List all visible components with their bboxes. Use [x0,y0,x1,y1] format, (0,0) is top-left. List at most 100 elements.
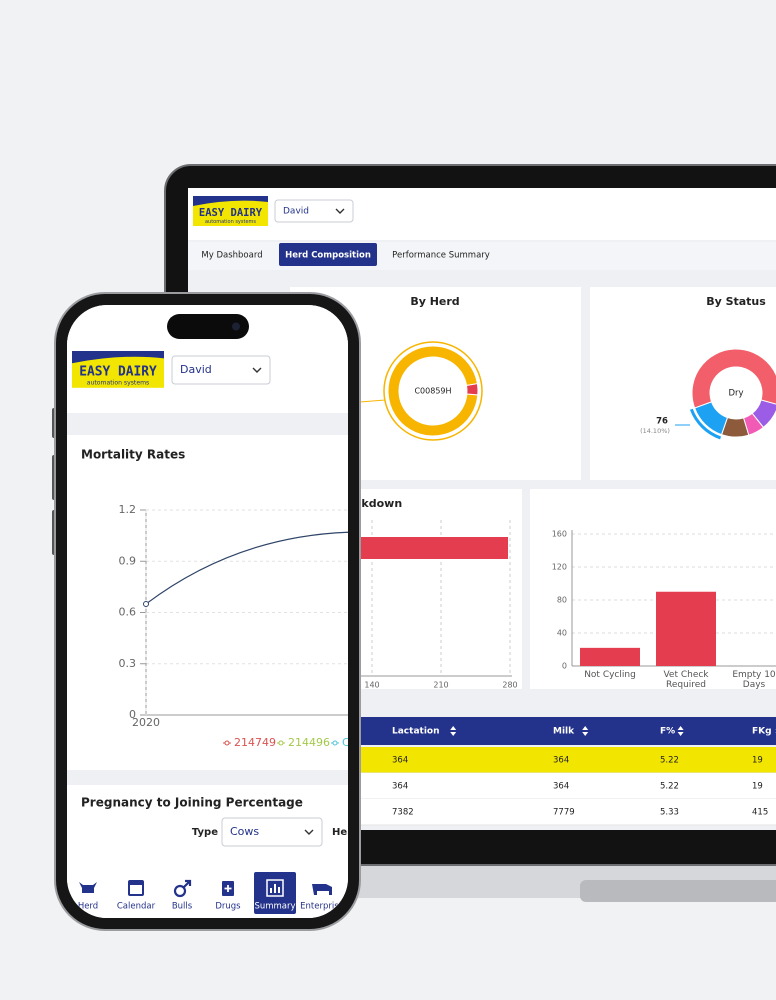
cell: 364 [392,782,408,792]
x-tick-label: 140 [364,681,379,690]
nav-label[interactable]: Bulls [172,902,193,912]
card [590,287,776,480]
y-tick-label: 120 [552,563,567,572]
logo-title: EASY DAIRY [199,207,263,219]
column-header[interactable]: F% [660,727,675,737]
legend-swatch [224,740,230,746]
nav-label[interactable]: Enterprise [300,902,344,912]
laptop-lip [580,880,776,902]
nav-label[interactable]: Summary [254,902,295,912]
x-tick-label: Vet Check Required [663,670,709,690]
card-title: By Herd [410,295,459,308]
donut-segment [387,345,479,437]
y-tick-label: 0.3 [119,657,137,670]
x-tick-label: 210 [433,681,448,690]
icon [312,884,332,895]
icon [224,885,232,892]
nav-icon [222,881,234,896]
nav-icon [128,880,144,896]
bar [580,647,640,666]
x-tick-label: 280 [502,681,517,690]
card [530,489,776,689]
cell: 5.22 [660,756,679,766]
legend-swatch [278,740,284,746]
cell: 19 [752,756,763,766]
dropdown[interactable] [221,817,323,847]
tab-active [279,243,377,266]
icon [266,879,284,897]
cell: 19 [752,782,763,792]
legend-entry: 214496 [288,736,330,749]
leader-line [359,399,386,403]
tab[interactable]: Performance Summary [392,251,490,261]
column-header[interactable]: Lactation [392,727,440,737]
cell: 364 [392,756,408,766]
nav-icon [266,879,284,897]
y-tick-label: 0.9 [119,554,137,567]
y-tick-label: 0.6 [119,606,137,619]
y-tick-label: 80 [557,596,567,605]
nav-label[interactable]: Herd [78,902,98,912]
dropdown-value: Cows [230,825,259,838]
cell: 7779 [553,808,575,818]
bottom-nav [67,867,348,918]
legend-entry: C [342,736,350,749]
chevron [335,208,345,214]
column-header[interactable]: FKg [752,727,772,737]
table-row [300,799,776,825]
logo-swoosh [72,351,164,364]
nav-icon [312,884,332,895]
logo-swoosh [193,196,268,206]
chevron [304,829,314,835]
icon [183,879,192,888]
sort-icon [582,726,589,736]
y-tick-label: 160 [552,530,567,539]
sort-icon [450,726,457,736]
card-title: Mortality Rates [81,448,185,462]
dropdown-value: David [283,207,309,217]
donut-segment [465,383,479,396]
y-tick-label: 0 [562,662,567,671]
donut-segment [694,401,729,436]
icon [130,885,142,894]
nav-icon [79,882,97,893]
field-label: Type [192,827,218,838]
nav-label[interactable]: Calendar [117,902,156,912]
donut-segment [691,348,776,409]
logo-subtitle: automation systems [205,219,256,225]
tab[interactable]: My Dashboard [201,251,262,261]
field-label: Her [332,827,352,838]
y-tick-label: 1.2 [119,503,137,516]
dropdown[interactable] [171,355,271,385]
icon [173,884,187,898]
y-tick-label: 40 [557,629,567,638]
tab[interactable]: Herd Composition [285,251,371,261]
column-header[interactable]: Milk [553,727,575,737]
cell: 5.33 [660,808,679,818]
card [67,435,348,770]
table-row [300,773,776,799]
x-tick-label: Not Cycling [584,670,636,680]
cell: 364 [553,782,569,792]
line-series [145,531,348,605]
bar [656,591,716,666]
nav-label[interactable]: Drugs [215,902,241,912]
sort-icon [677,726,684,736]
line-point [143,600,149,607]
dropdown[interactable] [274,199,354,223]
chevron [252,367,262,373]
legend-swatch [332,740,338,746]
logo-title: EASY DAIRY [79,364,157,379]
x-tick-label: Empty 10 Days [732,670,776,690]
legend-entry: 214749 [234,736,276,749]
callout-value: 76 [656,417,668,427]
donut-center: Dry [728,389,743,399]
y-tick-label: 0 [129,708,136,721]
donut-center: C00859H [414,387,451,396]
x-tick-label: 2020 [132,716,160,729]
